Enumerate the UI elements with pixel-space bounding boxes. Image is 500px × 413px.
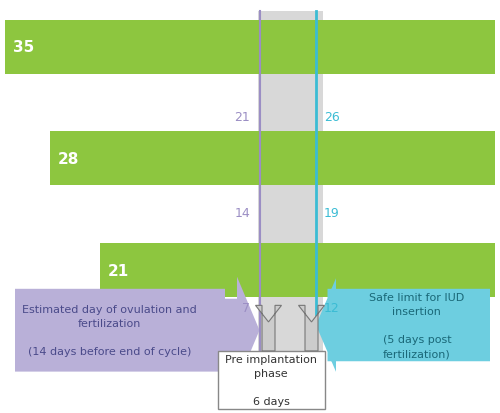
Bar [100,244,495,297]
Text: 21: 21 [108,263,129,278]
Polygon shape [256,306,281,351]
Polygon shape [15,277,260,384]
Text: 14: 14 [234,206,250,219]
Text: 26: 26 [324,111,340,124]
Text: Safe limit for IUD
insertion

(5 days post
fertilization): Safe limit for IUD insertion (5 days pos… [369,292,464,358]
Text: 21: 21 [234,111,250,124]
Bar [258,12,322,359]
Text: 19: 19 [324,206,340,219]
Bar [5,21,495,74]
Bar [50,132,495,186]
Bar [218,351,325,409]
Text: 12: 12 [324,301,340,314]
Polygon shape [316,278,490,372]
Text: Estimated day of ovulation and
fertilization

(14 days before end of cycle): Estimated day of ovulation and fertiliza… [22,304,197,356]
Polygon shape [298,306,324,351]
Text: 7: 7 [242,301,250,314]
Text: 35: 35 [12,40,34,55]
Text: 28: 28 [58,152,79,166]
Text: Pre implantation
phase

6 days: Pre implantation phase 6 days [225,354,318,406]
